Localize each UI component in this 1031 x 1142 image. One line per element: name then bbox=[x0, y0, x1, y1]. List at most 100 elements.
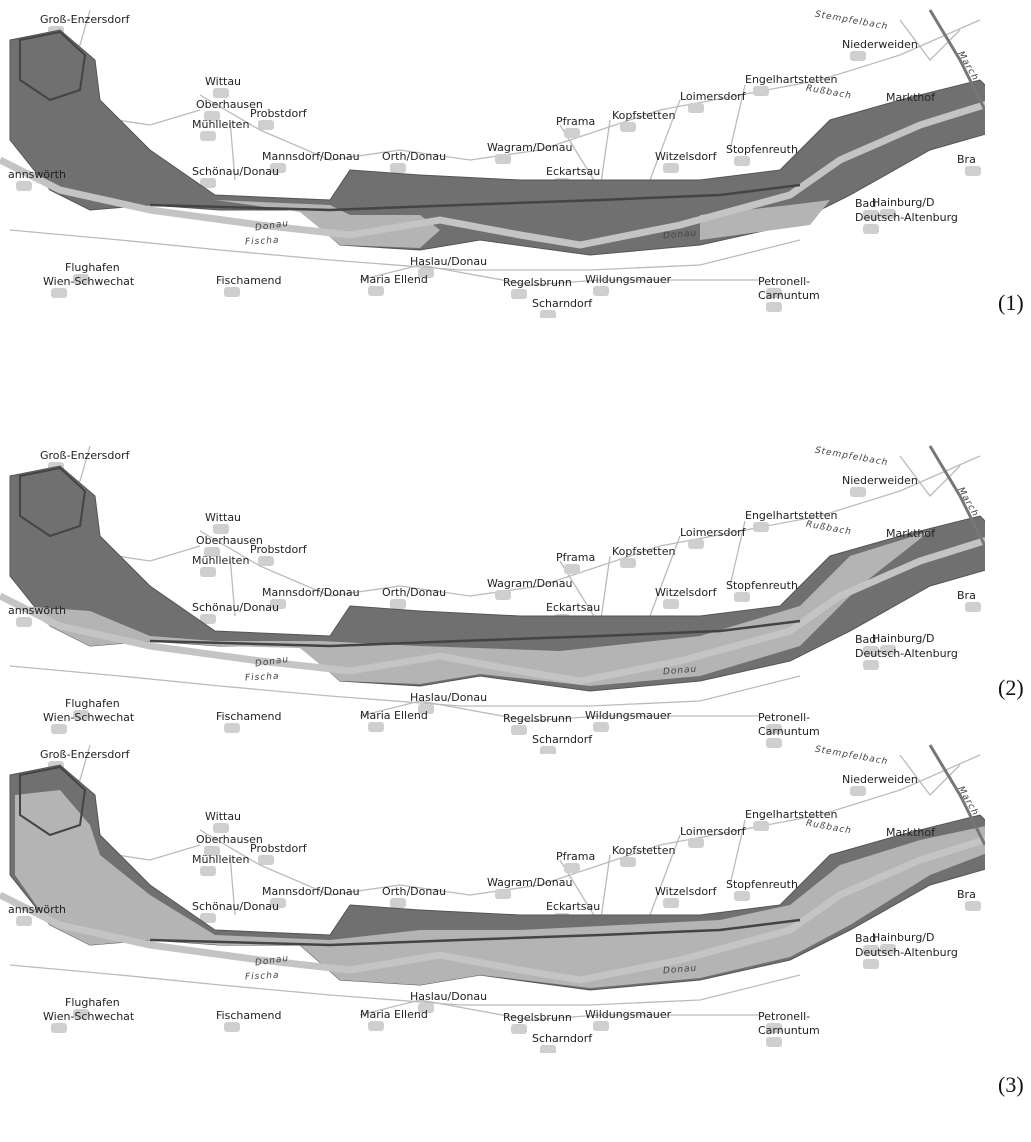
place-name: Mühlleiten bbox=[192, 554, 249, 567]
settlement bbox=[753, 821, 769, 831]
place-name: Carnuntum bbox=[758, 1024, 820, 1037]
place-name: Markthof bbox=[886, 527, 936, 540]
settlement bbox=[51, 1023, 67, 1033]
floodplain-light bbox=[15, 790, 985, 988]
settlement bbox=[16, 181, 32, 191]
place-name: Scharndorf bbox=[532, 297, 593, 310]
place-name: Hainburg/D bbox=[872, 931, 934, 944]
place-name: Wien-Schwechat bbox=[43, 711, 135, 724]
place-name: Wildungsmauer bbox=[585, 273, 672, 286]
place-name: Oberhausen bbox=[196, 98, 263, 111]
place-name: Bad bbox=[855, 932, 876, 945]
settlement bbox=[863, 646, 879, 656]
floodplain-dark bbox=[9, 29, 985, 256]
settlement bbox=[270, 163, 286, 173]
settlement bbox=[16, 617, 32, 627]
settlement bbox=[73, 274, 89, 284]
place-name: Schönau/Donau bbox=[192, 601, 279, 614]
settlement bbox=[200, 866, 216, 876]
place-name: Fischamend bbox=[216, 710, 282, 723]
settlement bbox=[663, 599, 679, 609]
settlement bbox=[620, 558, 636, 568]
settlement bbox=[495, 154, 511, 164]
settlement bbox=[213, 524, 229, 534]
settlement bbox=[258, 855, 274, 865]
settlement bbox=[390, 163, 406, 173]
road bbox=[9, 229, 801, 271]
settlement bbox=[200, 131, 216, 141]
outline bbox=[19, 466, 87, 538]
place-name: Carnuntum bbox=[758, 289, 820, 302]
place-name: Scharndorf bbox=[532, 1032, 593, 1045]
settlement bbox=[863, 660, 879, 670]
place-name: Groß-Enzersdorf bbox=[40, 748, 131, 761]
river-name: Donau bbox=[663, 964, 698, 977]
settlement bbox=[850, 51, 866, 61]
settlement bbox=[200, 913, 216, 923]
river-name: Rußbach bbox=[805, 84, 853, 102]
settlement bbox=[204, 111, 220, 121]
place-name: Eckartsau bbox=[546, 165, 600, 178]
settlement bbox=[593, 286, 609, 296]
settlement bbox=[688, 539, 704, 549]
floodplain-light bbox=[215, 200, 830, 248]
settlement bbox=[863, 210, 879, 220]
place-name: Haslau/Donau bbox=[410, 255, 487, 268]
settlement bbox=[766, 738, 782, 748]
place-name: Wagram/Donau bbox=[487, 876, 572, 889]
settlement bbox=[213, 88, 229, 98]
river-name: Donau bbox=[254, 954, 289, 969]
river-name: Fischa bbox=[245, 236, 280, 248]
settlement bbox=[880, 645, 896, 655]
settlement bbox=[593, 1021, 609, 1031]
river-name: Rußbach bbox=[805, 520, 853, 538]
main-road bbox=[149, 619, 801, 648]
settlement bbox=[965, 166, 981, 176]
settlement bbox=[620, 857, 636, 867]
place-name: Bad bbox=[855, 197, 876, 210]
place-name: Niederweiden bbox=[842, 38, 918, 51]
place-name: Wien-Schwechat bbox=[43, 275, 135, 288]
place-name: Haslau/Donau bbox=[410, 691, 487, 704]
place-name: Wittau bbox=[205, 511, 241, 524]
river-name: Rußbach bbox=[805, 819, 853, 837]
danube bbox=[0, 836, 985, 984]
settlement bbox=[880, 944, 896, 954]
settlement bbox=[564, 863, 580, 873]
place-name: Loimersdorf bbox=[680, 825, 747, 838]
place-name: Bra bbox=[957, 589, 976, 602]
map-panel: Groß-Enzersdorf Wittau Oberhausen Mühlleite… bbox=[0, 744, 985, 1053]
road bbox=[229, 754, 961, 926]
place-name: Probstdorf bbox=[250, 543, 308, 556]
settlement bbox=[495, 590, 511, 600]
place-name: Kopfstetten bbox=[612, 545, 675, 558]
place-name: Bra bbox=[957, 153, 976, 166]
place-name: Niederweiden bbox=[842, 773, 918, 786]
place-name: annswörth bbox=[8, 168, 66, 181]
place-name: Witzelsdorf bbox=[655, 885, 718, 898]
place-name: Witzelsdorf bbox=[655, 586, 718, 599]
place-name: annswörth bbox=[8, 604, 66, 617]
settlement bbox=[258, 120, 274, 130]
place-name: Oberhausen bbox=[196, 534, 263, 547]
place-name: Carnuntum bbox=[758, 725, 820, 738]
place-name: Eckartsau bbox=[546, 900, 600, 913]
settlement bbox=[688, 103, 704, 113]
place-name: Stopfenreuth bbox=[726, 878, 798, 891]
place-name: Maria Ellend bbox=[360, 1008, 428, 1021]
place-name: Fischamend bbox=[216, 274, 282, 287]
place-name: Wittau bbox=[205, 810, 241, 823]
place-name: Kopfstetten bbox=[612, 844, 675, 857]
place-name: Flughafen bbox=[65, 261, 120, 274]
settlement bbox=[390, 599, 406, 609]
place-name: Petronell- bbox=[758, 1010, 810, 1023]
map-panel: Groß-Enzersdorf Wittau Oberhausen Mühlleite… bbox=[0, 445, 985, 754]
settlement bbox=[753, 86, 769, 96]
road bbox=[199, 455, 981, 597]
place-name: Engelhartstetten bbox=[745, 808, 837, 821]
settlement bbox=[213, 823, 229, 833]
danube bbox=[0, 101, 985, 249]
place-name: Wildungsmauer bbox=[585, 1008, 672, 1021]
panel-label: (1) bbox=[998, 290, 1024, 315]
settlement bbox=[850, 786, 866, 796]
